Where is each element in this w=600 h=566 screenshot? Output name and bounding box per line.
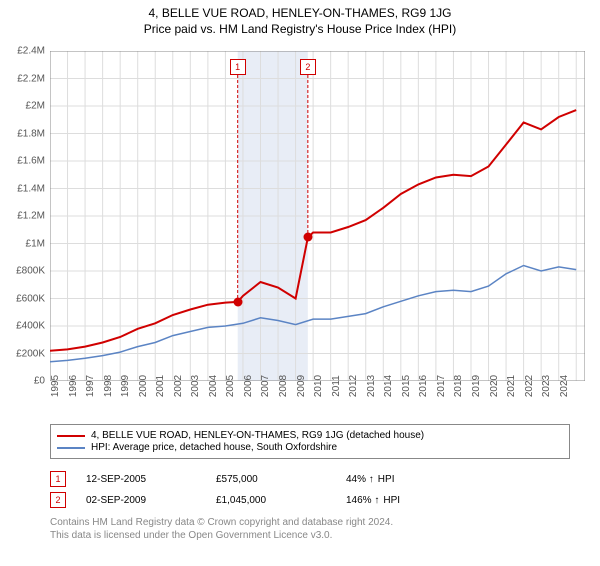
sales-table: 112-SEP-2005£575,00044% ↑HPI202-SEP-2009… (50, 466, 570, 513)
sale-marker-box: 2 (50, 492, 66, 508)
x-tick-label: 2024 (559, 375, 570, 397)
chart-subtitle: Price paid vs. HM Land Registry's House … (0, 22, 600, 36)
sale-price: £1,045,000 (216, 495, 346, 506)
x-tick-label: 2007 (260, 375, 271, 397)
x-tick-label: 2009 (296, 375, 307, 397)
x-tick-label: 1996 (68, 375, 79, 397)
legend: 4, BELLE VUE ROAD, HENLEY-ON-THAMES, RG9… (50, 424, 570, 459)
y-tick-label: £1.4M (0, 183, 45, 194)
x-tick-label: 2001 (155, 375, 166, 397)
legend-row-hpi: HPI: Average price, detached house, Sout… (57, 442, 563, 453)
footer-line2: This data is licensed under the Open Gov… (50, 529, 393, 542)
y-tick-label: £2.2M (0, 73, 45, 84)
x-tick-label: 2011 (331, 375, 342, 397)
footer-line1: Contains HM Land Registry data © Crown c… (50, 516, 393, 529)
sale-suffix: HPI (383, 495, 400, 506)
y-tick-label: £2.4M (0, 46, 45, 57)
y-tick-label: £800K (0, 266, 45, 277)
up-arrow-icon: ↑ (369, 474, 374, 485)
x-tick-label: 2005 (225, 375, 236, 397)
sale-date: 02-SEP-2009 (86, 495, 216, 506)
x-tick-label: 2019 (471, 375, 482, 397)
x-tick-label: 2014 (383, 375, 394, 397)
sale-row: 202-SEP-2009£1,045,000146% ↑HPI (50, 492, 570, 508)
y-tick-label: £600K (0, 293, 45, 304)
x-tick-label: 1995 (50, 375, 61, 397)
sale-dot (233, 297, 242, 306)
y-tick-label: £1M (0, 238, 45, 249)
x-tick-label: 2000 (138, 375, 149, 397)
up-arrow-icon: ↑ (374, 495, 379, 506)
x-tick-label: 2015 (401, 375, 412, 397)
x-tick-label: 2020 (489, 375, 500, 397)
y-tick-label: £1.6M (0, 156, 45, 167)
chart-container: 4, BELLE VUE ROAD, HENLEY-ON-THAMES, RG9… (0, 6, 600, 566)
x-tick-label: 2002 (173, 375, 184, 397)
y-tick-label: £200K (0, 348, 45, 359)
y-tick-label: £0 (0, 376, 45, 387)
x-tick-label: 1999 (120, 375, 131, 397)
sale-date: 12-SEP-2005 (86, 474, 216, 485)
sale-marker-box: 1 (230, 59, 246, 75)
chart-title: 4, BELLE VUE ROAD, HENLEY-ON-THAMES, RG9… (0, 6, 600, 20)
x-tick-label: 2023 (541, 375, 552, 397)
footer: Contains HM Land Registry data © Crown c… (50, 516, 393, 542)
x-tick-label: 2004 (208, 375, 219, 397)
y-tick-label: £1.8M (0, 128, 45, 139)
x-tick-label: 2006 (243, 375, 254, 397)
x-tick-label: 2013 (366, 375, 377, 397)
x-tick-label: 2022 (524, 375, 535, 397)
sale-marker-box: 1 (50, 471, 66, 487)
sale-price: £575,000 (216, 474, 346, 485)
chart-area: 12£0£200K£400K£600K£800K£1M£1.2M£1.4M£1.… (50, 51, 585, 381)
y-tick-label: £2M (0, 101, 45, 112)
sale-dot (303, 233, 312, 242)
legend-swatch-property (57, 435, 85, 437)
x-tick-label: 1997 (85, 375, 96, 397)
x-tick-label: 2016 (418, 375, 429, 397)
x-tick-label: 2003 (190, 375, 201, 397)
legend-swatch-hpi (57, 447, 85, 449)
x-tick-label: 2018 (453, 375, 464, 397)
legend-label-hpi: HPI: Average price, detached house, Sout… (91, 442, 337, 453)
sale-marker-box: 2 (300, 59, 316, 75)
x-tick-label: 2010 (313, 375, 324, 397)
x-tick-label: 1998 (103, 375, 114, 397)
y-tick-label: £1.2M (0, 211, 45, 222)
x-tick-label: 2017 (436, 375, 447, 397)
chart-svg (50, 51, 585, 381)
sale-suffix: HPI (378, 474, 395, 485)
x-tick-label: 2021 (506, 375, 517, 397)
sale-pct: 44% ↑HPI (346, 474, 476, 485)
y-tick-label: £400K (0, 321, 45, 332)
legend-label-property: 4, BELLE VUE ROAD, HENLEY-ON-THAMES, RG9… (91, 430, 424, 441)
x-tick-label: 2008 (278, 375, 289, 397)
x-tick-label: 2012 (348, 375, 359, 397)
sale-row: 112-SEP-2005£575,00044% ↑HPI (50, 471, 570, 487)
legend-row-property: 4, BELLE VUE ROAD, HENLEY-ON-THAMES, RG9… (57, 430, 563, 441)
sale-pct: 146% ↑HPI (346, 495, 476, 506)
